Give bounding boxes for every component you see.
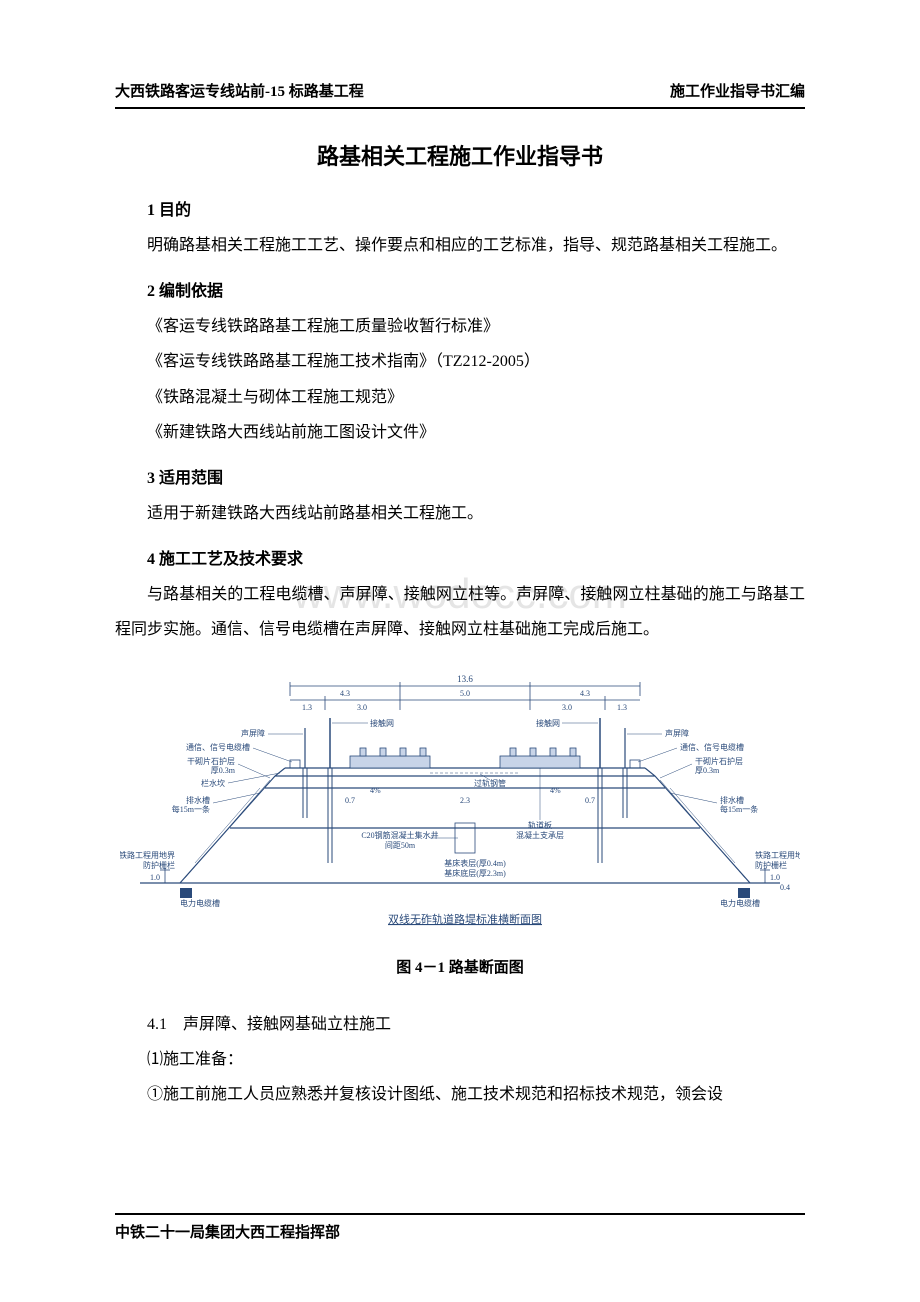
svg-text:4%: 4% [550, 786, 561, 795]
svg-text:声屏障: 声屏障 [241, 728, 265, 738]
svg-text:电力电缆槽: 电力电缆槽 [720, 898, 760, 908]
svg-text:基床底层(厚2.3m): 基床底层(厚2.3m) [444, 868, 506, 878]
svg-text:排水槽: 排水槽 [720, 795, 744, 805]
header-left: 大西铁路客运专线站前-15 标路基工程 [115, 80, 364, 101]
svg-text:接触网: 接触网 [370, 718, 394, 728]
svg-text:电力电缆槽: 电力电缆槽 [180, 898, 220, 908]
section-2-line1: 《客运专线铁路路基工程施工质量验收暂行标准》 [115, 309, 805, 344]
svg-text:干砌片石护层: 干砌片石护层 [187, 756, 235, 766]
section-4-heading: 4 施工工艺及技术要求 [115, 545, 805, 569]
svg-text:防护栅栏: 防护栅栏 [143, 860, 175, 870]
svg-text:间距50m: 间距50m [385, 841, 416, 850]
section-4-1-sub2: ①施工前施工人员应熟悉并复核设计图纸、施工技术规范和招标技术规范，领会设 [115, 1077, 805, 1112]
section-4-text: 与路基相关的工程电缆槽、声屏障、接触网立柱等。声屏障、接触网立柱基础的施工与路基… [115, 577, 805, 647]
svg-text:4.3: 4.3 [340, 689, 350, 698]
svg-text:混凝土支承层: 混凝土支承层 [516, 830, 564, 840]
svg-text:每15m一条: 每15m一条 [720, 804, 758, 814]
section-2-heading: 2 编制依据 [115, 277, 805, 301]
svg-text:铁路工程用地界: 铁路工程用地界 [755, 850, 800, 860]
svg-text:13.6: 13.6 [457, 674, 473, 684]
svg-text:干砌片石护层: 干砌片石护层 [695, 756, 743, 766]
svg-text:1.3: 1.3 [302, 703, 312, 712]
section-1-text: 明确路基相关工程施工工艺、操作要点和相应的工艺标准，指导、规范路基相关工程施工。 [115, 228, 805, 263]
section-2-line3: 《铁路混凝土与砌体工程施工规范》 [115, 380, 805, 415]
svg-text:1.0: 1.0 [770, 873, 780, 882]
svg-text:3.0: 3.0 [562, 703, 572, 712]
svg-text:过轨钢管: 过轨钢管 [474, 778, 506, 788]
svg-text:0.7: 0.7 [585, 796, 595, 805]
svg-text:4%: 4% [370, 786, 381, 795]
svg-text:轨道板: 轨道板 [528, 820, 552, 830]
svg-text:基床表层(厚0.4m): 基床表层(厚0.4m) [444, 858, 506, 868]
svg-text:通信、信号电缆槽: 通信、信号电缆槽 [186, 742, 250, 752]
svg-text:每15m一条: 每15m一条 [172, 804, 210, 814]
section-2-line4: 《新建铁路大西线站前施工图设计文件》 [115, 415, 805, 450]
svg-text:4.3: 4.3 [580, 689, 590, 698]
figure-caption: 图 4－1 路基断面图 [115, 956, 805, 977]
document-title: 路基相关工程施工作业指导书 [115, 139, 805, 171]
svg-text:1.3: 1.3 [617, 703, 627, 712]
svg-text:声屏障: 声屏障 [665, 728, 689, 738]
figure-4-1: 13.6 4.3 5.0 4.3 1.3 3.0 3.0 1.3 [115, 668, 805, 977]
svg-text:5.0: 5.0 [460, 689, 470, 698]
section-3-heading: 3 适用范围 [115, 464, 805, 488]
svg-text:防护栅栏: 防护栅栏 [755, 860, 787, 870]
svg-text:1.0: 1.0 [150, 873, 160, 882]
section-2-line2: 《客运专线铁路路基工程施工技术指南》（TZ212-2005） [115, 344, 805, 379]
svg-text:0.7: 0.7 [345, 796, 355, 805]
svg-text:0.4: 0.4 [780, 883, 790, 892]
page-footer: 中铁二十一局集团大西工程指挥部 [115, 1213, 805, 1242]
svg-text:3.0: 3.0 [357, 703, 367, 712]
section-3-text: 适用于新建铁路大西线站前路基相关工程施工。 [115, 496, 805, 531]
svg-text:排水槽: 排水槽 [186, 795, 210, 805]
svg-text:C20钢筋混凝土集水井: C20钢筋混凝土集水井 [361, 830, 438, 840]
svg-text:接触网: 接触网 [536, 718, 560, 728]
svg-text:厚0.3m: 厚0.3m [211, 766, 236, 775]
svg-text:双线无砟轨道路堤标准横断面图: 双线无砟轨道路堤标准横断面图 [388, 912, 542, 926]
section-4-1-sub1: ⑴施工准备： [115, 1042, 805, 1077]
svg-text:通信、信号电缆槽: 通信、信号电缆槽 [680, 742, 744, 752]
svg-text:厚0.3m: 厚0.3m [695, 766, 720, 775]
cross-section-diagram: 13.6 4.3 5.0 4.3 1.3 3.0 3.0 1.3 [120, 668, 800, 948]
header-right: 施工作业指导书汇编 [670, 80, 805, 101]
content-body: 路基相关工程施工作业指导书 1 目的 明确路基相关工程施工工艺、操作要点和相应的… [115, 139, 805, 1112]
page-header: 大西铁路客运专线站前-15 标路基工程 施工作业指导书汇编 [115, 80, 805, 109]
section-1-heading: 1 目的 [115, 196, 805, 220]
svg-text:2.3: 2.3 [460, 796, 470, 805]
svg-text:铁路工程用地界: 铁路工程用地界 [120, 850, 175, 860]
section-4-1-heading: 4.1 声屏障、接触网基础立柱施工 [115, 1007, 805, 1042]
svg-text:栏水坎: 栏水坎 [201, 778, 225, 788]
